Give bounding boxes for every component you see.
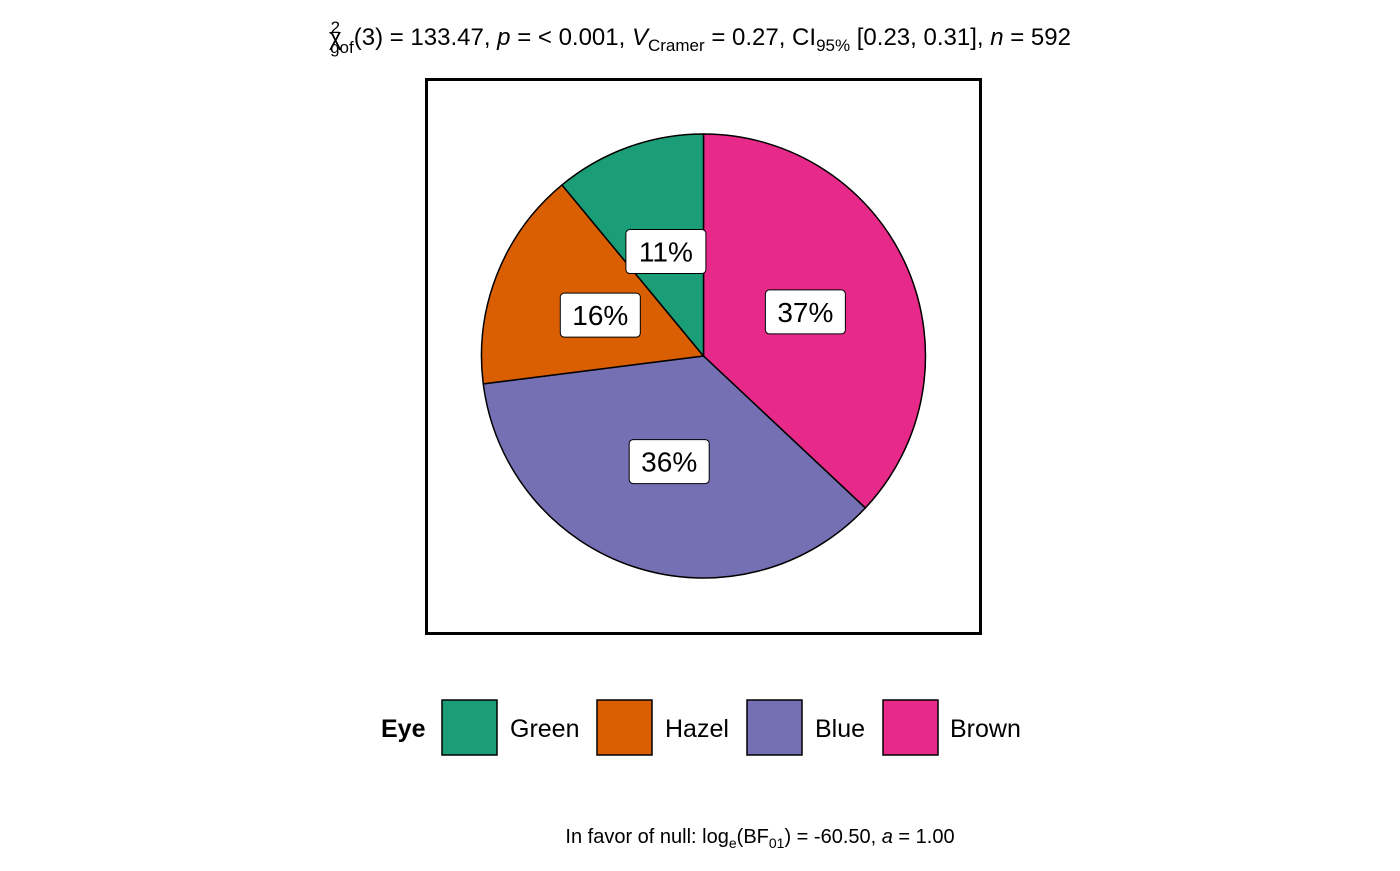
plot-panel-border <box>425 78 982 635</box>
chart-caption: In favor of null: loge(BF01) = -60.50, a… <box>565 826 954 851</box>
pie-label-blue: 36% <box>628 439 710 485</box>
title-ci-text: [0.23, 0.31], <box>850 24 990 51</box>
title-chi-sup: 2 <box>331 18 340 37</box>
title-ci-sub: 95% <box>816 36 850 55</box>
pie-slice-hazel <box>480 183 705 385</box>
legend-key-brown <box>882 699 939 756</box>
caption-prefix: In favor of null: log <box>565 826 728 848</box>
legend-label-green: Green <box>510 715 579 743</box>
caption-a-label: a <box>882 826 893 848</box>
pie-label-green: 11% <box>625 229 707 275</box>
pie-label-text: 36% <box>641 447 697 478</box>
title-p-text: = < 0.001, <box>511 24 632 51</box>
pie-label-box <box>628 439 710 485</box>
caption-bf-text: ) = -60.50, <box>784 826 881 848</box>
title-p-label: p <box>496 24 510 51</box>
title-v-text: = 0.27, CI <box>705 24 816 51</box>
legend-title: Eye <box>381 715 426 743</box>
caption-bf-sub: 01 <box>769 835 785 851</box>
pie-label-hazel: 16% <box>559 292 641 338</box>
pie-label-box <box>625 229 707 275</box>
title-chi-symbol: χ <box>329 24 342 51</box>
title-n-text: = 592 <box>1004 24 1071 51</box>
title-n-label: n <box>990 24 1003 51</box>
title-chi-sub: gof <box>330 38 354 57</box>
legend-label-brown: Brown <box>950 715 1021 743</box>
chart-title: χ2 gof(3) = 133.47, p = < 0.001, VCramer … <box>329 18 1071 57</box>
caption-bf-open: (BF <box>737 826 769 848</box>
caption-a-text: = 1.00 <box>893 826 955 848</box>
legend-key-hazel <box>596 699 653 756</box>
title-v-sub: Cramer <box>648 36 705 55</box>
pie-label-text: 37% <box>777 297 833 328</box>
pie-label-text: 11% <box>639 237 693 268</box>
legend-key-blue <box>746 699 803 756</box>
pie-label-box <box>559 292 641 338</box>
legend: Green Hazel Blue Brown <box>441 699 1021 756</box>
legend-label-blue: Blue <box>815 715 865 743</box>
legend-key-green <box>441 699 498 756</box>
pie-label-text: 16% <box>572 300 628 331</box>
title-v-label: V <box>632 24 650 51</box>
legend-label-hazel: Hazel <box>665 715 729 743</box>
pie-slices <box>480 133 927 579</box>
pie-label-brown: 37% <box>764 289 846 335</box>
pie-label-box <box>764 289 846 335</box>
caption-log-sub: e <box>729 835 737 851</box>
title-df-text: (3) = 133.47, <box>354 24 497 51</box>
pie-labels: 37% 36% 16% 11% <box>559 229 846 485</box>
